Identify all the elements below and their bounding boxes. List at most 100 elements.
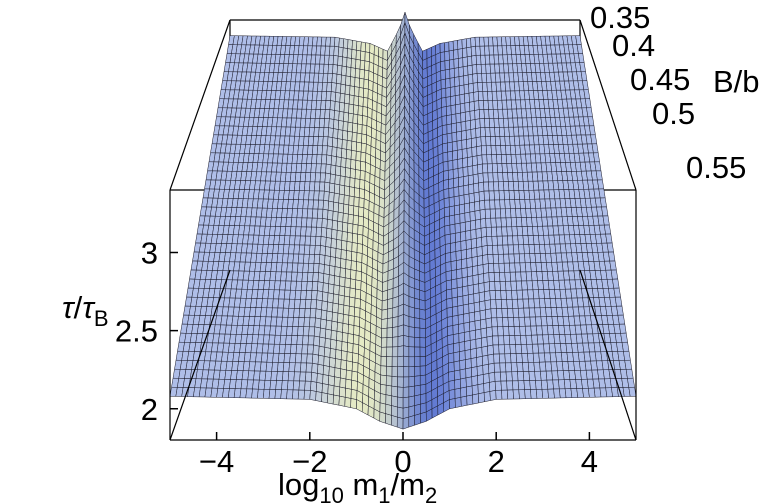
surface-cell <box>466 266 474 278</box>
surface-cell <box>333 110 340 121</box>
surface-cell <box>408 376 415 388</box>
surface-cell <box>459 84 465 96</box>
surface-cell <box>445 78 451 89</box>
surface-cell <box>357 215 364 227</box>
surface-cell <box>444 233 451 245</box>
surface-cell <box>462 47 468 58</box>
surface-cell <box>461 130 467 141</box>
surface-cell <box>342 38 349 49</box>
surface-cell <box>334 358 342 370</box>
surface-cell <box>336 138 343 149</box>
surface-cell <box>453 351 460 363</box>
surface-cell <box>355 270 362 282</box>
surface-cell <box>351 49 357 60</box>
surface-cell <box>336 220 344 232</box>
surface-cell <box>294 290 302 300</box>
surface-cell <box>344 84 351 96</box>
surface-cell <box>291 326 299 336</box>
surface-cell <box>504 353 512 364</box>
surface-cell <box>503 262 511 273</box>
surface-cell <box>448 370 455 382</box>
surface-cell <box>452 150 458 161</box>
surface-cell <box>381 308 388 320</box>
surface-cell <box>315 391 323 403</box>
surface-cell <box>268 389 276 399</box>
surface-cell <box>487 100 494 110</box>
surface-cell <box>478 291 486 303</box>
surface-cell <box>351 361 359 373</box>
surface-cell <box>474 118 481 129</box>
surface-cell <box>456 121 462 133</box>
surface-cell <box>342 47 348 58</box>
surface-cell <box>419 365 427 376</box>
surface-cell <box>540 370 548 381</box>
surface-cell <box>292 380 300 391</box>
surface-cell <box>341 332 349 343</box>
surface-cell <box>327 209 334 221</box>
surface-cell <box>347 121 354 133</box>
surface-cell <box>379 393 387 405</box>
surface-cell <box>482 364 490 375</box>
surface-cell <box>316 290 324 302</box>
surface-cell <box>350 269 357 281</box>
surface-cell <box>304 308 311 319</box>
surface-cell <box>447 141 453 153</box>
surface-cell <box>414 413 421 426</box>
surface-cell <box>449 68 455 79</box>
surface-cell <box>446 105 452 116</box>
surface-cell <box>502 244 509 255</box>
surface-cell <box>454 204 461 216</box>
surface-cell <box>348 315 355 326</box>
surface-cell <box>496 317 504 328</box>
surface-cell <box>448 196 455 208</box>
surface-cell <box>517 298 524 309</box>
surface-cell <box>458 185 465 197</box>
surface-cell <box>295 344 303 355</box>
surface-cell <box>499 281 507 291</box>
surface-cell <box>472 283 480 295</box>
surface-cell <box>447 343 455 355</box>
surface-cell <box>355 279 362 291</box>
surface-cell <box>462 166 469 177</box>
surface-cell <box>505 217 513 228</box>
surface-cell <box>356 243 363 254</box>
surface-cell <box>345 66 352 77</box>
surface-cell <box>492 254 500 264</box>
surface-cell <box>521 289 529 300</box>
surface-cell <box>446 306 453 318</box>
surface-cell <box>310 299 317 310</box>
surface-cell <box>313 335 321 347</box>
surface-cell <box>359 68 365 80</box>
surface-cell <box>321 154 328 165</box>
surface-cell <box>419 384 427 396</box>
surface-cell <box>295 280 303 291</box>
surface-cell <box>463 184 470 196</box>
surface-cell <box>307 272 314 282</box>
surface-cell <box>527 289 535 300</box>
surface-cell <box>449 398 456 410</box>
surface-cell <box>362 106 368 117</box>
surface-cell <box>337 55 343 67</box>
surface-cell <box>518 244 525 255</box>
surface-cell <box>482 172 489 183</box>
surface-cell <box>386 365 393 377</box>
surface-cell <box>356 123 363 135</box>
surface-cell <box>493 362 501 373</box>
surface-cell <box>487 254 494 264</box>
surface-cell <box>522 362 530 372</box>
surface-cell <box>408 395 415 408</box>
surface-cell <box>463 175 469 187</box>
surface-cell <box>450 86 456 97</box>
surface-cell <box>288 362 296 373</box>
surface-cell <box>457 39 463 50</box>
surface-cell <box>338 395 346 407</box>
surface-cell <box>385 413 392 426</box>
surface-cell <box>463 321 471 333</box>
surface-cell <box>459 350 466 362</box>
surface-cell <box>361 124 368 136</box>
surface-cell <box>335 349 342 361</box>
surface-cell <box>311 281 319 291</box>
surface-cell <box>528 298 535 309</box>
surface-cell <box>468 302 475 314</box>
surface-cell <box>464 211 471 223</box>
